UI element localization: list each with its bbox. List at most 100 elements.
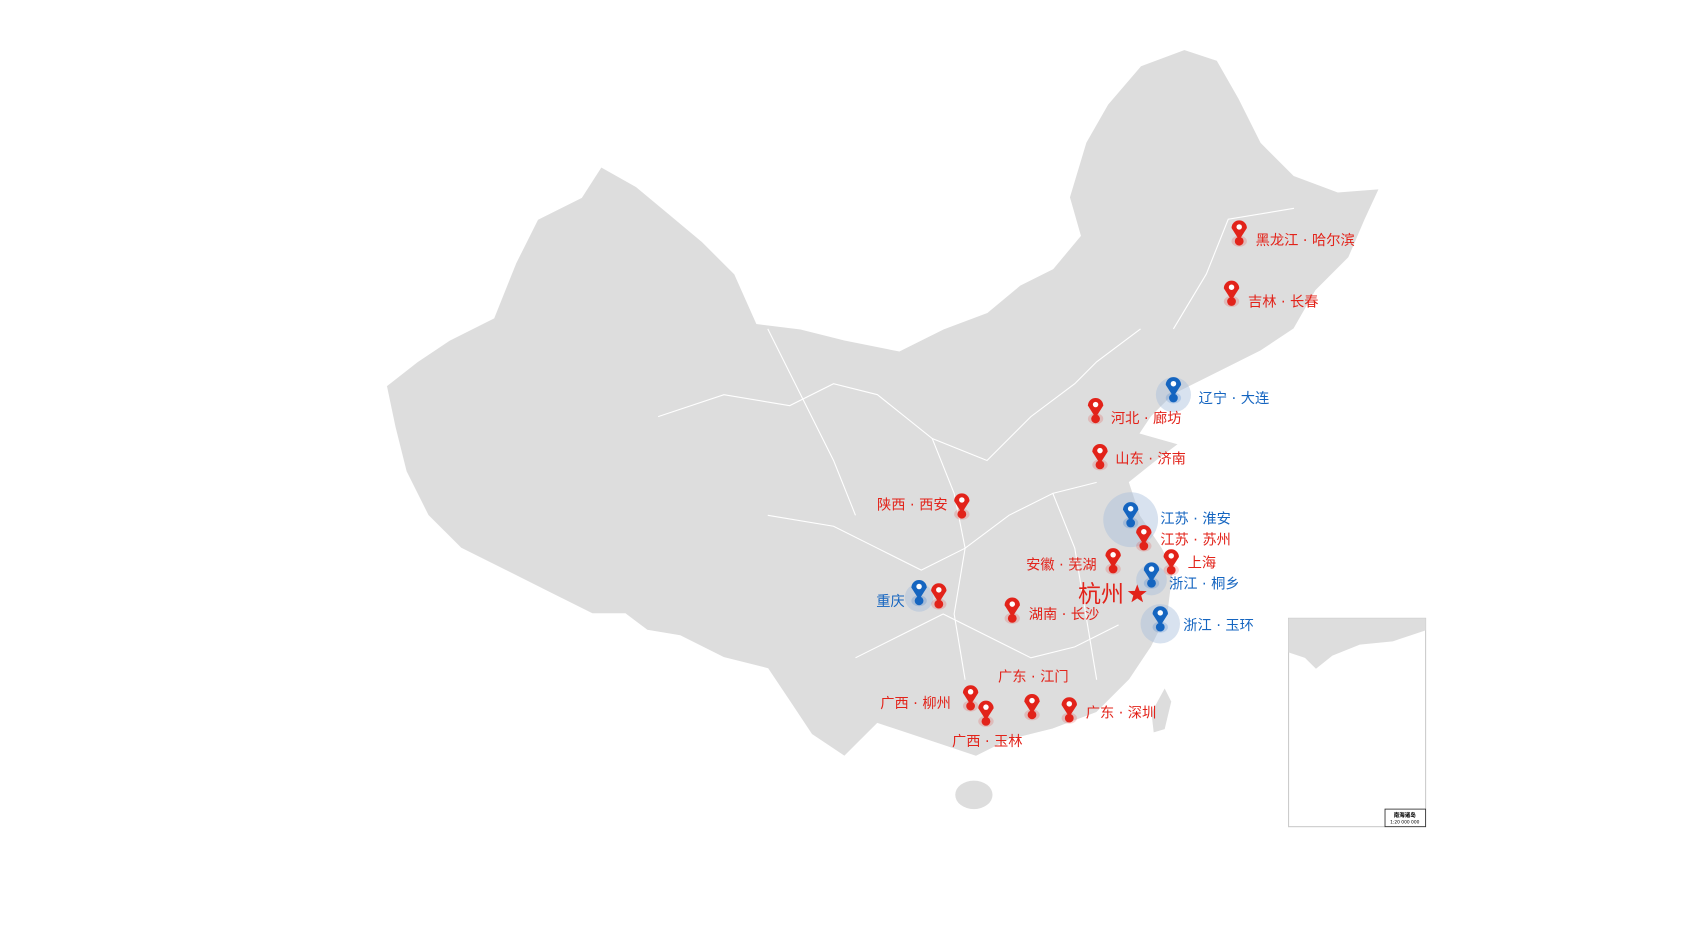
map-marker[interactable]: 河北 · 廊坊 [1087,397,1182,427]
map-pin-icon [1004,597,1020,618]
marker-label: 安徽 · 芜湖 [1026,557,1097,574]
map-marker[interactable]: 安徽 · 芜湖 [1026,548,1121,575]
map-marker[interactable]: 浙江 · 玉环 [1140,604,1254,644]
marker-label: 辽宁 · 大连 [1199,390,1270,407]
pin-hole [916,583,922,590]
marker-label: 重庆 [876,593,905,610]
south-china-sea-inset: 南海诸岛 1:20 000 000 [1287,617,1427,828]
marker-base-dot [1108,564,1118,574]
marker-base-dot [1155,622,1165,632]
map-marker[interactable]: 广西 · 柳州 [880,685,979,712]
map-marker[interactable]: 广东 · 江门 [998,669,1069,721]
capital-marker[interactable]: 杭州 [1078,582,1147,608]
pin-hole [1097,447,1103,454]
taiwan-island [1151,688,1172,733]
marker-base-dot [1064,713,1074,723]
map-pin-icon [1122,502,1139,522]
map-pin-icon [1152,606,1168,627]
map-pin-icon [962,685,979,705]
map-pin-icon [1061,697,1077,718]
marker-label: 陕西 · 西安 [877,496,948,513]
map-pin-icon [1231,220,1247,241]
inset-title: 南海诸岛 [1394,811,1416,819]
marker-label: 广西 · 柳州 [880,695,951,712]
pin-hole [959,497,965,503]
marker-base-dot [1166,565,1176,575]
marker-base-dot [981,717,991,726]
pin-hole [1029,697,1035,704]
pin-hole [1157,610,1164,616]
marker-base-dot [1027,710,1037,720]
star-icon [1127,584,1147,603]
map-marker[interactable]: 辽宁 · 大连 [1155,377,1270,413]
map-marker[interactable]: 黑龙江 · 哈尔滨 [1231,220,1355,249]
map-pin-icon [954,493,970,514]
map-pin-icon [911,579,927,600]
map-marker[interactable]: 山东 · 济南 [1092,444,1186,471]
capital-label: 杭州 [1078,582,1124,608]
pin-hole [1141,528,1147,535]
marker-base-dot [1169,393,1178,403]
marker-label: 浙江 · 玉环 [1183,617,1254,634]
map-pin-icon [1143,562,1160,583]
map-marker[interactable]: 重庆 [876,579,934,612]
map-marker[interactable]: 上海 [1163,549,1217,576]
marker-label: 黑龙江 · 哈尔滨 [1256,232,1355,249]
marker-label: 江苏 · 苏州 [1160,532,1231,549]
pin-hole [1236,224,1242,230]
marker-base-dot [934,599,944,609]
marker-label: 广西 · 玉林 [952,733,1023,750]
map-pin-icon [1223,280,1240,301]
marker-label: 广东 · 江门 [998,669,1069,686]
marker-base-dot [1147,578,1156,588]
marker-base-dot [1095,460,1105,470]
map-pin-icon [1136,525,1152,545]
map-pin-icon [1092,444,1108,464]
map-pin-icon [1024,693,1040,714]
pin-hole [983,704,989,710]
map-marker[interactable]: 广东 · 深圳 [1061,697,1157,724]
pin-hole [1168,553,1174,559]
map-pin-icon [1105,548,1121,568]
map-marker[interactable]: 浙江 · 桐乡 [1136,562,1240,596]
pin-hole [1009,601,1016,607]
pin-hole [1170,380,1177,387]
pin-hole [1148,566,1155,572]
marker-base-dot [1007,613,1017,623]
mainland-outline [385,48,1381,758]
pin-hole [1092,401,1099,408]
inset-scale: 1:20 000 000 [1390,819,1420,825]
marker-label: 上海 [1188,555,1217,572]
marker-label: 吉林 · 长春 [1248,294,1319,311]
map-marker[interactable]: 广西 · 玉林 [952,700,1023,751]
pin-hole [1228,284,1235,290]
marker-base-dot [914,596,924,606]
marker-label: 江苏 · 淮安 [1160,511,1231,528]
pin-hole [1110,552,1116,558]
marker-label: 浙江 · 桐乡 [1169,575,1240,592]
pin-hole [936,587,942,593]
marker-base-dot [1227,297,1236,306]
map-marker[interactable]: 江苏 · 苏州 [1136,525,1231,552]
marker-base-dot [1126,518,1136,528]
map-marker[interactable]: 陕西 · 西安 [877,493,970,520]
map-marker[interactable] [931,583,947,610]
marker-label: 广东 · 深圳 [1086,705,1157,722]
province-borders [657,207,1295,680]
marker-base-dot [957,509,967,519]
map-pin-icon [1087,397,1104,418]
pin-hole [1066,701,1073,707]
china-land [385,48,1381,810]
marker-base-dot [1091,414,1100,424]
map-marker[interactable]: 吉林 · 长春 [1223,280,1319,311]
map-marker[interactable]: 湖南 · 长沙 [1004,597,1100,624]
marker-label: 河北 · 廊坊 [1111,410,1182,427]
map-pin-icon [1165,377,1182,397]
marker-base-dot [1139,541,1149,551]
marker-base-dot [966,701,975,711]
pin-hole [1127,505,1134,512]
marker-base-dot [1234,236,1244,246]
map-pin-icon [978,700,994,721]
